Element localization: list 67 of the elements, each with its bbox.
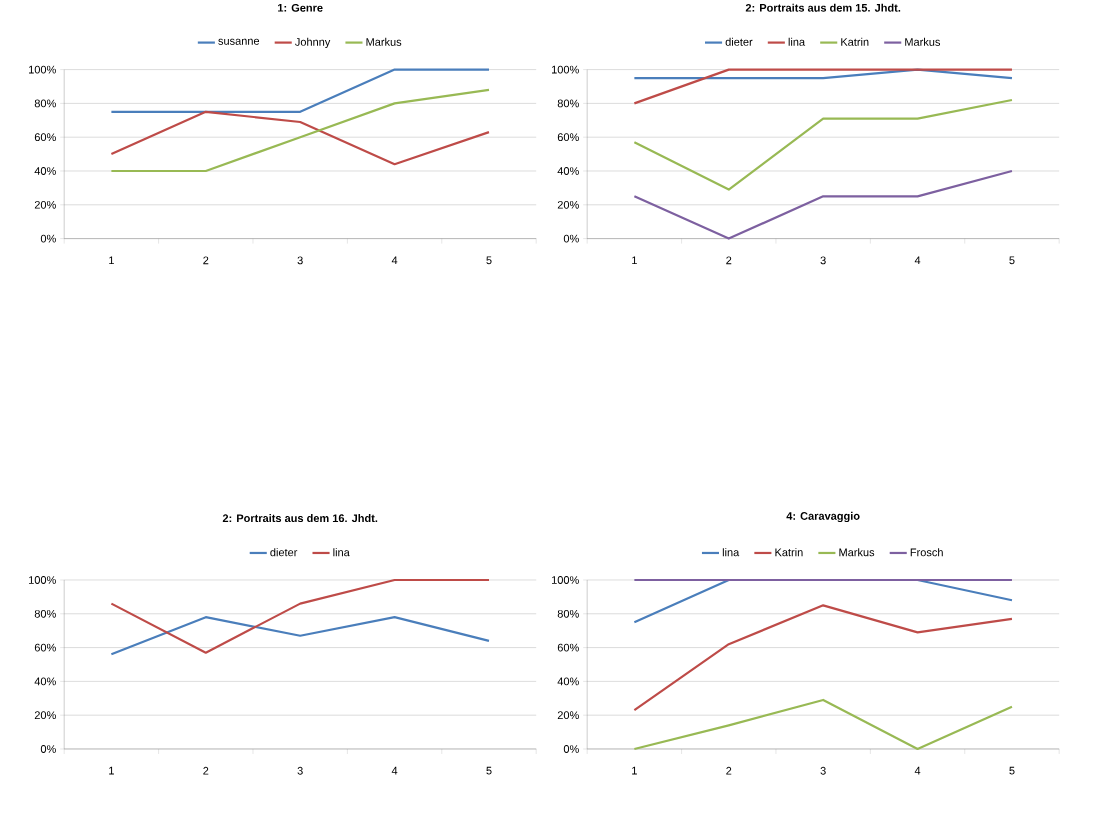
y-tick-label: 0% bbox=[40, 745, 56, 753]
x-tick-label: 4 bbox=[391, 256, 398, 265]
y-tick-label: 20% bbox=[34, 711, 56, 720]
chart-title: 1: Genre bbox=[278, 3, 323, 12]
y-tick-label: 60% bbox=[34, 133, 56, 142]
y-tick-label: 0% bbox=[563, 234, 579, 243]
x-tick-label: 4 bbox=[914, 256, 921, 265]
y-tick-label: 40% bbox=[34, 677, 56, 686]
y-tick-label: 20% bbox=[557, 711, 579, 720]
legend-label: lina bbox=[333, 548, 350, 557]
x-tick-label: 4 bbox=[391, 766, 398, 775]
line-series bbox=[633, 98, 1014, 191]
y-tick-label: 100% bbox=[29, 65, 56, 74]
x-tick-label: 1 bbox=[109, 766, 114, 775]
legend-label: dieter bbox=[725, 37, 753, 46]
legend-label: lina bbox=[788, 37, 806, 46]
x-tick-label: 3 bbox=[297, 256, 303, 265]
y-tick-label: 100% bbox=[552, 576, 579, 584]
chart-title: 2: Portraits aus dem 16. Jhdt. bbox=[222, 514, 378, 523]
x-tick-label: 1 bbox=[109, 256, 114, 265]
y-tick-label: 0% bbox=[40, 234, 56, 243]
x-tick-label: 2 bbox=[203, 256, 209, 265]
y-tick-label: 100% bbox=[29, 576, 56, 584]
y-tick-label: 80% bbox=[557, 99, 579, 108]
x-tick-label: 2 bbox=[726, 766, 732, 775]
line-series bbox=[110, 110, 491, 166]
x-tick-label: 3 bbox=[820, 256, 826, 265]
legend-label: lina bbox=[722, 548, 740, 557]
legend-label: susanne bbox=[218, 38, 260, 45]
y-tick-label: 60% bbox=[557, 133, 579, 142]
y-tick-label: 60% bbox=[34, 643, 56, 652]
chart-title: 2: Portraits aus dem 15. Jhdt. bbox=[745, 3, 901, 12]
legend-label: Markus bbox=[366, 37, 402, 46]
line-series bbox=[633, 604, 1014, 712]
legend-label: Katrin bbox=[775, 548, 803, 557]
y-tick-label: 100% bbox=[552, 65, 579, 74]
line-series bbox=[633, 698, 1014, 751]
legend-label: Johnny bbox=[295, 37, 331, 49]
legend-label: Katrin bbox=[841, 37, 869, 46]
y-tick-label: 60% bbox=[557, 643, 579, 652]
y-tick-label: 20% bbox=[34, 200, 56, 209]
y-tick-label: 40% bbox=[34, 167, 56, 175]
x-tick-label: 2 bbox=[203, 766, 209, 775]
x-tick-label: 3 bbox=[820, 766, 826, 775]
y-tick-label: 40% bbox=[557, 677, 579, 686]
y-tick-label: 80% bbox=[557, 609, 579, 618]
legend-label: Frosch bbox=[910, 548, 943, 557]
x-tick-label: 3 bbox=[297, 766, 303, 775]
y-tick-label: 80% bbox=[34, 609, 56, 618]
y-tick-label: 20% bbox=[557, 200, 579, 209]
x-tick-label: 1 bbox=[632, 766, 637, 775]
legend-label: Markus bbox=[839, 548, 875, 557]
line-series bbox=[110, 88, 491, 173]
y-tick-label: 80% bbox=[34, 99, 56, 108]
x-tick-label: 5 bbox=[1009, 766, 1015, 775]
x-tick-label: 4 bbox=[914, 766, 921, 775]
y-tick-label: 0% bbox=[563, 745, 579, 753]
x-tick-label: 1 bbox=[632, 256, 637, 265]
x-tick-label: 5 bbox=[1009, 256, 1015, 265]
x-tick-label: 2 bbox=[726, 256, 732, 265]
legend-label: Markus bbox=[905, 37, 941, 46]
x-tick-label: 5 bbox=[486, 766, 492, 775]
chart-title: 4: Caravaggio bbox=[786, 511, 860, 523]
line-series bbox=[110, 616, 491, 656]
x-tick-label: 5 bbox=[486, 256, 492, 265]
legend-label: dieter bbox=[270, 548, 298, 557]
y-tick-label: 40% bbox=[557, 167, 579, 175]
